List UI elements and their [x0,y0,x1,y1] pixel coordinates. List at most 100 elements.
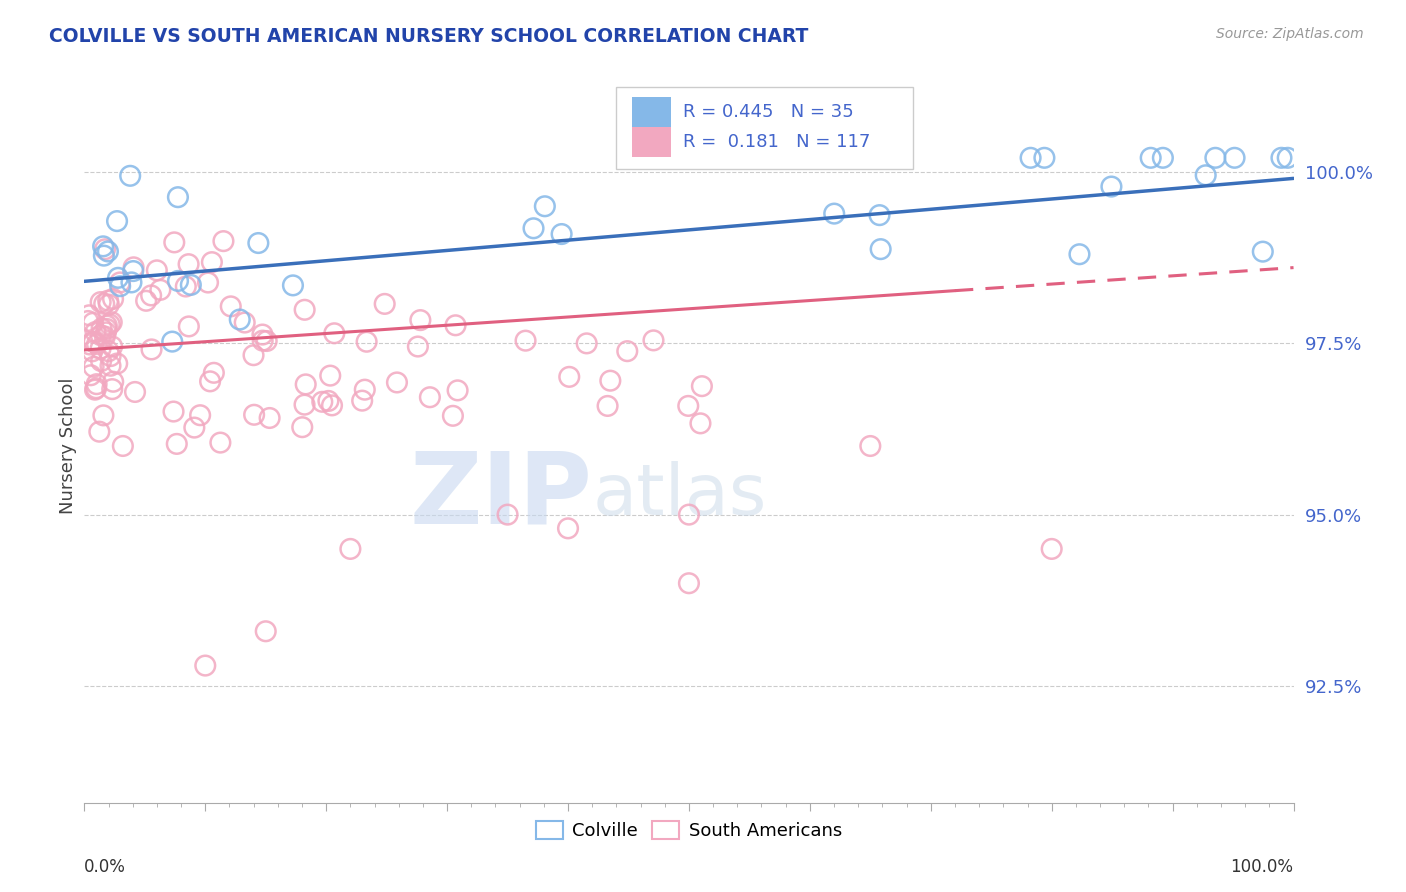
Point [409,313,432,327]
Text: 100.0%: 100.0% [1230,858,1294,876]
Point [97,244,120,259]
Point [254,624,277,639]
Point [252,327,274,342]
Point [689,417,711,431]
Point [311,394,333,409]
Point [678,576,700,591]
Point [233,316,256,330]
Point [1019,151,1042,165]
Point [522,221,544,235]
Point [84,325,107,339]
Point [596,399,619,413]
Point [1099,179,1122,194]
Point [97,293,120,308]
Point [94,329,117,343]
Point [869,242,891,256]
Point [197,276,219,290]
Text: ZIP: ZIP [409,448,592,544]
Legend: Colville, South Americans: Colville, South Americans [529,814,849,847]
Point [406,339,429,353]
Point [108,279,131,293]
Point [690,379,713,393]
Point [105,357,128,371]
Point [319,368,342,383]
Point [515,334,537,348]
Point [247,235,270,250]
Point [101,339,124,353]
Point [1195,168,1218,182]
Point [180,277,202,292]
Point [1033,151,1056,165]
Point [174,279,197,293]
Point [120,169,142,183]
Point [101,382,124,396]
Text: COLVILLE VS SOUTH AMERICAN NURSERY SCHOOL CORRELATION CHART: COLVILLE VS SOUTH AMERICAN NURSERY SCHOO… [49,27,808,45]
Point [149,283,172,297]
Point [89,425,111,439]
Point [120,276,142,290]
Point [86,377,108,392]
Point [83,359,105,374]
Point [188,408,211,422]
Text: R = 0.445   N = 35: R = 0.445 N = 35 [683,103,853,121]
Point [419,390,441,404]
Point [859,439,882,453]
Point [100,359,122,373]
Point [100,315,122,329]
Point [82,334,104,349]
Point [90,295,112,310]
Point [162,334,184,349]
Point [323,326,346,341]
Point [96,322,118,336]
Point [281,278,304,293]
Point [141,343,163,357]
Point [177,319,200,334]
Point [105,214,128,228]
Point [356,334,378,349]
Point [616,344,638,359]
Point [321,398,343,412]
Point [93,297,115,311]
Point [101,292,124,306]
Point [1251,244,1274,259]
Point [855,152,877,166]
Point [177,257,200,271]
Point [243,408,266,422]
Y-axis label: Nursery School: Nursery School [59,377,77,515]
Point [107,270,129,285]
Point [385,376,408,390]
Point [1204,151,1226,165]
Point [291,420,314,434]
Point [550,227,572,241]
Point [82,316,104,330]
Point [339,541,361,556]
Point [198,375,221,389]
Point [294,302,316,317]
Point [90,321,112,335]
Point [294,377,316,392]
Point [93,409,115,423]
Point [823,206,845,220]
Point [122,264,145,278]
Point [97,298,120,312]
Point [97,344,120,359]
Point [183,420,205,434]
Point [79,337,101,351]
Point [166,437,188,451]
Point [82,344,104,359]
Point [146,263,169,277]
Point [139,288,162,302]
Point [441,409,464,423]
Point [86,337,108,351]
Point [80,368,103,383]
Point [575,336,598,351]
Text: R =  0.181   N = 117: R = 0.181 N = 117 [683,133,870,151]
FancyBboxPatch shape [633,97,671,127]
Point [678,399,700,413]
Point [202,366,225,380]
Point [229,312,252,326]
Point [94,326,117,340]
Point [124,384,146,399]
Point [869,208,891,222]
Point [98,318,121,332]
